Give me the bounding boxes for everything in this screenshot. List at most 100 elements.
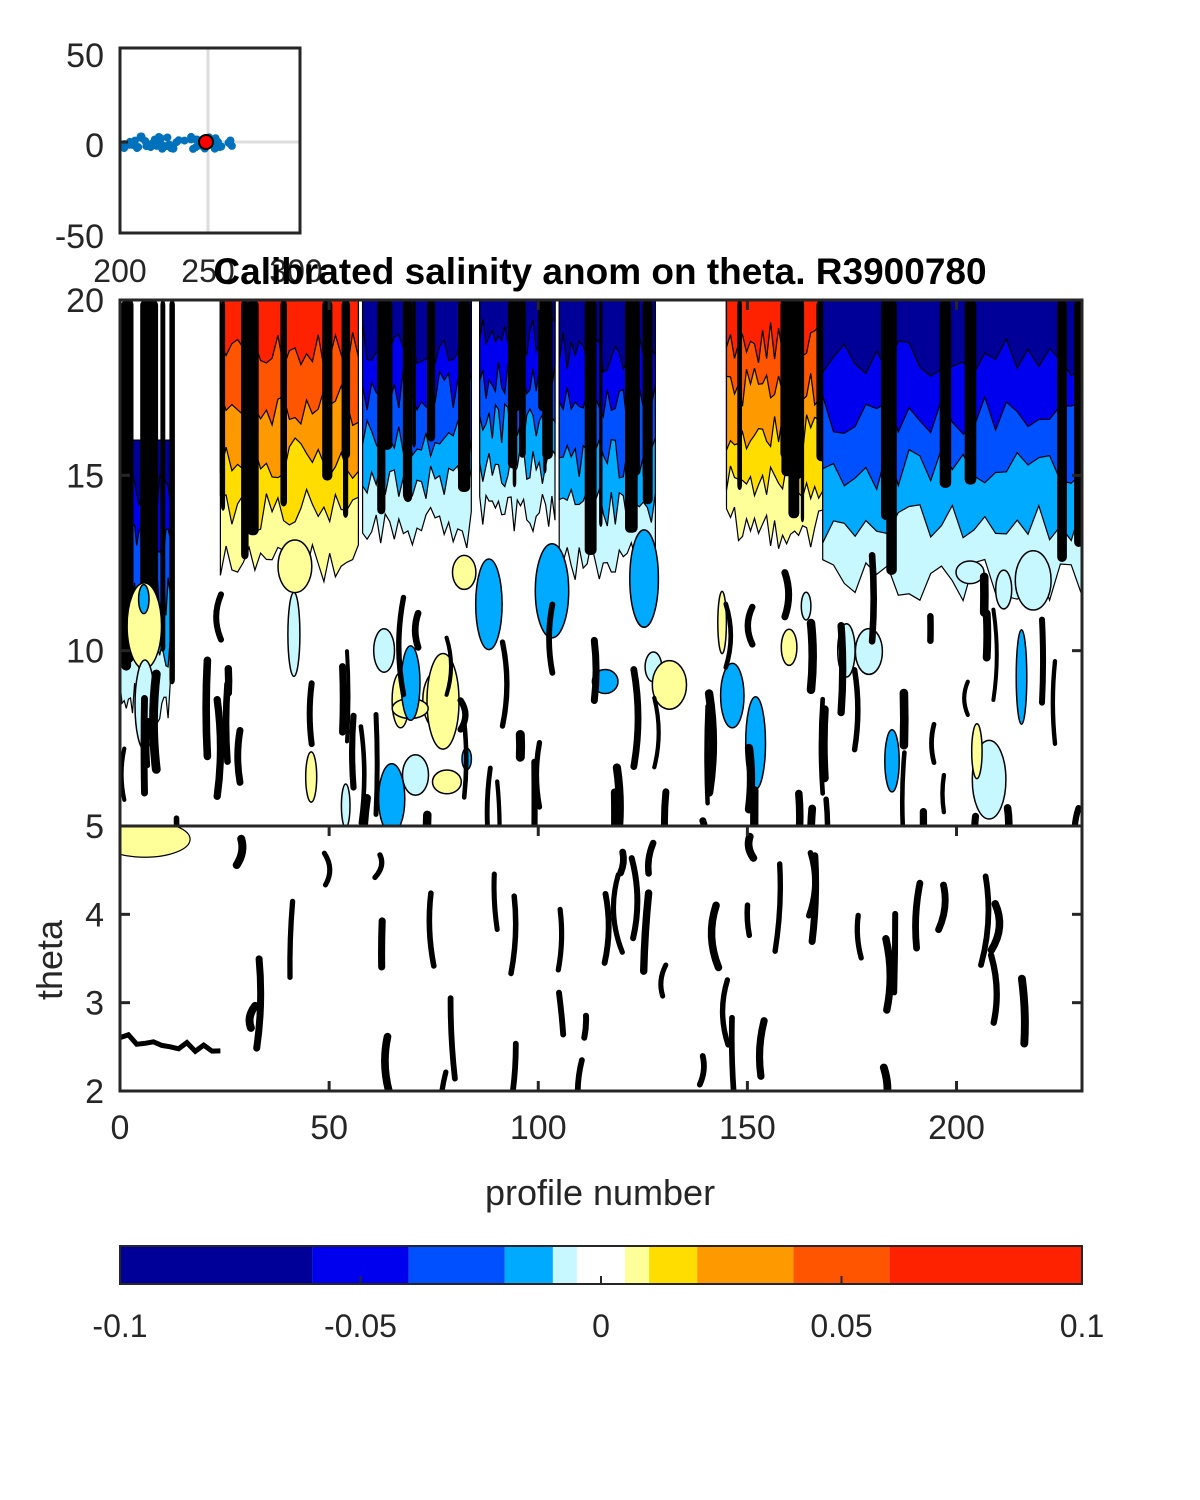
contour-streak xyxy=(584,300,597,555)
colorbar-segment xyxy=(649,1246,698,1284)
contour-line xyxy=(612,763,624,826)
anomaly-band xyxy=(219,300,360,584)
contour-line xyxy=(628,855,641,942)
contour-line xyxy=(1039,616,1047,706)
contour-line xyxy=(234,726,244,786)
contour-line xyxy=(345,649,351,744)
contour-line xyxy=(149,669,161,774)
colorbar-segment xyxy=(625,1246,649,1284)
contour-streak xyxy=(280,300,287,507)
y-tick-label: 3 xyxy=(85,985,104,1023)
anomaly-patch xyxy=(970,723,983,780)
inset-y-tick-label: 50 xyxy=(66,37,104,75)
anomaly-patch xyxy=(534,543,570,639)
colorbar-tick-label: -0.1 xyxy=(92,1308,147,1344)
contour-line xyxy=(744,902,753,939)
contour-streak xyxy=(169,300,175,685)
anomaly-patch xyxy=(451,554,477,591)
chart-title: Calibrated salinity anom on theta. R3900… xyxy=(213,251,986,292)
contour-line xyxy=(546,601,556,676)
contour-line xyxy=(378,917,386,971)
anomaly-patch xyxy=(426,652,460,750)
anomaly-patch xyxy=(629,529,660,629)
contour-line xyxy=(658,962,669,999)
anomaly-patch xyxy=(884,728,900,793)
anomaly-patch xyxy=(474,558,503,651)
track-point xyxy=(128,140,137,149)
track-point xyxy=(210,144,219,153)
contour-line xyxy=(232,834,247,869)
contour-line xyxy=(439,1069,449,1091)
contour-line xyxy=(755,1017,768,1080)
contour-line xyxy=(144,717,151,768)
anomaly-patch xyxy=(800,591,812,621)
anomaly-patch xyxy=(287,591,301,678)
contour-streak xyxy=(780,300,786,458)
track-point xyxy=(158,144,167,153)
contour-line xyxy=(491,871,500,933)
contour-streak xyxy=(939,300,952,488)
contour-line xyxy=(253,955,265,1052)
colorbar: -0.1 -0.05 0 0.05 0.1 xyxy=(92,1245,1104,1344)
track-point xyxy=(163,133,172,142)
contour-streak xyxy=(881,300,893,521)
contour-line xyxy=(213,695,225,800)
anomaly-patch xyxy=(120,826,191,858)
track-point xyxy=(174,136,183,145)
contour-streak xyxy=(343,300,349,518)
contour-streak xyxy=(800,300,805,523)
contour-line xyxy=(744,832,758,862)
contour-line xyxy=(781,569,793,621)
contour-line xyxy=(360,794,371,826)
contour-line xyxy=(704,703,710,806)
y-tick-label: 4 xyxy=(85,896,104,934)
inset-x-tick-label: 250 xyxy=(181,253,234,289)
contour-line xyxy=(245,1001,260,1032)
contour-line xyxy=(339,663,347,736)
contour-line xyxy=(447,995,458,1082)
anomaly-patch xyxy=(1014,550,1052,611)
contour-line xyxy=(630,666,642,770)
track-point xyxy=(156,135,165,144)
contour-line xyxy=(987,951,1000,1026)
contour-line xyxy=(222,680,231,765)
x-tick-label: 100 xyxy=(510,1109,567,1147)
contour-line xyxy=(912,879,924,952)
contour-line xyxy=(306,680,315,748)
contour-line xyxy=(819,705,829,783)
contour-line xyxy=(287,898,296,980)
y-tick-label: 20 xyxy=(66,282,104,320)
contour-line xyxy=(719,977,731,1048)
contour-line xyxy=(929,721,937,765)
upper-contour-panel xyxy=(120,300,1082,826)
y-tick-label: 2 xyxy=(85,1073,104,1111)
contour-streak xyxy=(512,300,517,488)
track-point xyxy=(169,144,178,153)
contour-line xyxy=(372,852,385,881)
colorbar-tick-label: 0.05 xyxy=(810,1308,872,1344)
contour-line xyxy=(808,852,820,945)
contour-line xyxy=(120,1031,221,1055)
track-point xyxy=(217,142,226,151)
contour-line xyxy=(744,603,756,648)
contour-line xyxy=(772,861,783,954)
anomaly-band xyxy=(361,300,472,549)
contour-streak xyxy=(146,300,159,635)
contour-line xyxy=(728,1014,737,1091)
anomaly-patch xyxy=(719,662,745,729)
anomaly-patch xyxy=(955,560,985,585)
x-tick-label: 50 xyxy=(310,1109,348,1147)
lower-contour-panel xyxy=(120,826,1082,1091)
anomaly-patch xyxy=(780,628,798,667)
contour-streak xyxy=(964,300,977,485)
contour-line xyxy=(495,779,502,826)
contour-streak xyxy=(160,300,166,652)
contour-line xyxy=(426,890,437,969)
contour-line xyxy=(411,609,422,651)
inset-y-tick-label: -50 xyxy=(55,218,104,256)
contour-line xyxy=(590,636,600,704)
contour-line xyxy=(987,900,1004,954)
contour-streak xyxy=(322,300,333,481)
contour-line xyxy=(644,839,657,877)
